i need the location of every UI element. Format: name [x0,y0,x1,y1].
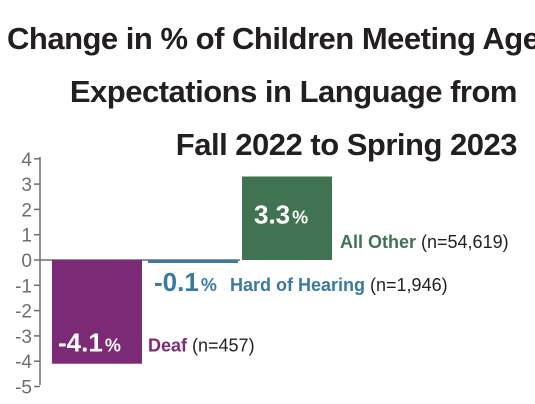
data-label-value: 3.3% [254,200,308,230]
y-tick-label: -2 [15,302,32,323]
sample-size-label: (n=457) [192,336,255,356]
chart-title-line-3: Fall 2022 to Spring 2023 [175,127,518,162]
chart-title-line-1: Change in % of Children Meeting Age [7,21,535,56]
y-tick-label: 2 [21,200,32,221]
sample-size-label: (n=1,946) [370,275,448,295]
data-label-unit: % [201,275,217,295]
category-name: All Other [340,232,416,252]
data-label-value: -0.1% [154,267,217,297]
y-tick-label: 4 [21,150,32,171]
sample-size-label: (n=54,619) [421,232,509,252]
category-label: All Other (n=54,619) [340,232,509,252]
chart-title-line-2: Expectations in Language from [69,74,518,109]
y-tick-label: -5 [15,378,32,399]
y-tick-label: -4 [15,352,32,373]
data-label-unit: % [292,208,308,228]
data-label-value: -4.1% [58,328,121,358]
data-label-number: -4.1 [58,328,103,358]
bar-deaf [52,260,142,364]
data-label-unit: % [105,336,121,356]
category-name: Deaf [148,336,188,356]
y-tick-label: 0 [21,251,32,272]
y-tick-label: -1 [15,276,32,297]
data-label-number: -0.1 [154,267,199,297]
chart-title: Change in % of Children Meeting Age Expe… [7,12,535,171]
bar-all-other [242,176,332,260]
category-name: Hard of Hearing [230,275,365,295]
y-tick-label: 1 [21,226,32,247]
data-label-number: 3.3 [254,200,290,230]
bar-hard-of-hearing [148,260,238,263]
y-tick-label: 3 [21,175,32,196]
category-label: Hard of Hearing (n=1,946) [230,275,448,295]
y-tick-label: -3 [15,327,32,348]
category-label: Deaf (n=457) [148,336,255,356]
